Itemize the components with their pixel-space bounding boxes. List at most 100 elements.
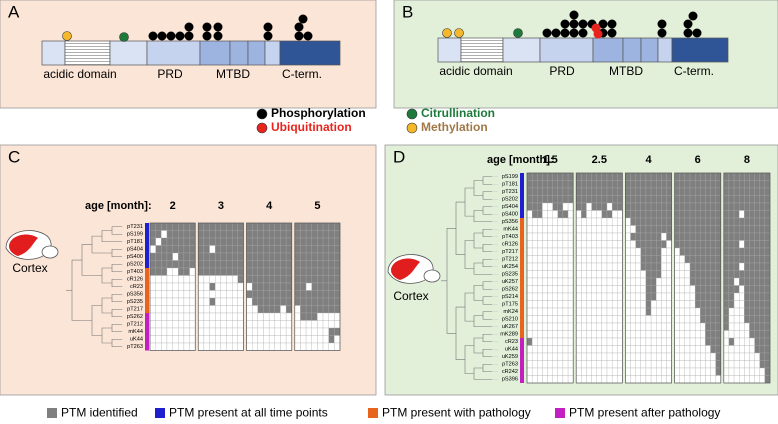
cell: [744, 240, 750, 249]
cell: [650, 330, 657, 339]
cell: [749, 262, 755, 271]
cell: [640, 352, 647, 361]
cell: [759, 187, 766, 196]
cell: [715, 217, 721, 226]
cell: [149, 237, 156, 246]
cell: [645, 232, 652, 241]
cell: [689, 232, 696, 241]
cell: [576, 202, 582, 211]
cell: [710, 225, 716, 234]
cell: [183, 312, 190, 321]
cell: [183, 260, 190, 269]
cell: [733, 187, 740, 196]
cell: [149, 260, 156, 269]
cell: [149, 290, 156, 299]
cell: [557, 247, 564, 256]
cell: [547, 330, 553, 339]
cell: [531, 337, 538, 346]
cell: [645, 292, 652, 301]
cell: [656, 375, 662, 384]
cell: [630, 187, 636, 196]
cell: [581, 240, 587, 249]
cell: [562, 195, 569, 204]
cell: [237, 222, 244, 231]
cell: [557, 232, 564, 241]
cell: [666, 225, 672, 234]
cell: [666, 300, 672, 309]
cell: [537, 352, 543, 361]
cell: [203, 245, 210, 254]
cell: [581, 367, 587, 376]
cell: [606, 330, 613, 339]
cell: [601, 180, 608, 189]
cell: [694, 255, 701, 264]
cell: [542, 172, 548, 181]
cell: [542, 277, 548, 286]
cell: [754, 292, 760, 301]
cell: [645, 322, 652, 331]
cell: [586, 247, 592, 256]
age-tick: 4: [266, 200, 273, 212]
cell: [526, 330, 533, 339]
cell: [679, 322, 686, 331]
cell: [656, 300, 662, 309]
cell: [705, 367, 711, 376]
cell: [611, 285, 618, 294]
cell: [280, 222, 287, 231]
cell: [203, 335, 210, 344]
cell: [710, 262, 716, 271]
cell: [149, 230, 156, 239]
cell: [537, 225, 543, 234]
cell: [542, 360, 548, 369]
cell: [526, 240, 533, 249]
cell: [694, 322, 701, 331]
cell: [183, 327, 190, 336]
cell: [300, 335, 307, 344]
cell: [246, 222, 253, 231]
cell: [257, 260, 264, 269]
cell: [640, 270, 647, 279]
cell: [606, 225, 613, 234]
cell: [611, 210, 618, 219]
cell: [334, 267, 341, 276]
cell: [635, 225, 641, 234]
cell: [237, 327, 244, 336]
cell: [591, 240, 597, 249]
cell: [601, 202, 608, 211]
cell: [684, 307, 691, 316]
cell: [596, 307, 603, 316]
cell: [606, 262, 613, 271]
cell: [689, 277, 696, 286]
cell: [209, 290, 216, 299]
cell: [694, 375, 701, 384]
cell: [547, 247, 553, 256]
cell: [542, 217, 548, 226]
category-bar: [520, 173, 524, 218]
cell: [311, 282, 318, 291]
cell: [764, 307, 771, 316]
cell: [617, 300, 623, 309]
cell: [679, 187, 686, 196]
cell: [733, 172, 740, 181]
cell: [650, 202, 657, 211]
cell: [705, 180, 711, 189]
cell: [689, 247, 696, 256]
cell: [749, 270, 755, 279]
cell: [220, 282, 227, 291]
cell: [689, 330, 696, 339]
cell: [285, 335, 292, 344]
cell: [733, 360, 740, 369]
cell: [710, 330, 716, 339]
cell: [552, 352, 558, 361]
cell: [700, 270, 706, 279]
cell: [557, 337, 564, 346]
cell: [155, 260, 162, 269]
cell: [728, 375, 735, 384]
cell: [334, 320, 341, 329]
cell: [759, 270, 766, 279]
cell: [252, 335, 258, 344]
cell: [542, 187, 548, 196]
cell: [666, 277, 672, 286]
cell: [764, 277, 771, 286]
cell: [172, 237, 179, 246]
